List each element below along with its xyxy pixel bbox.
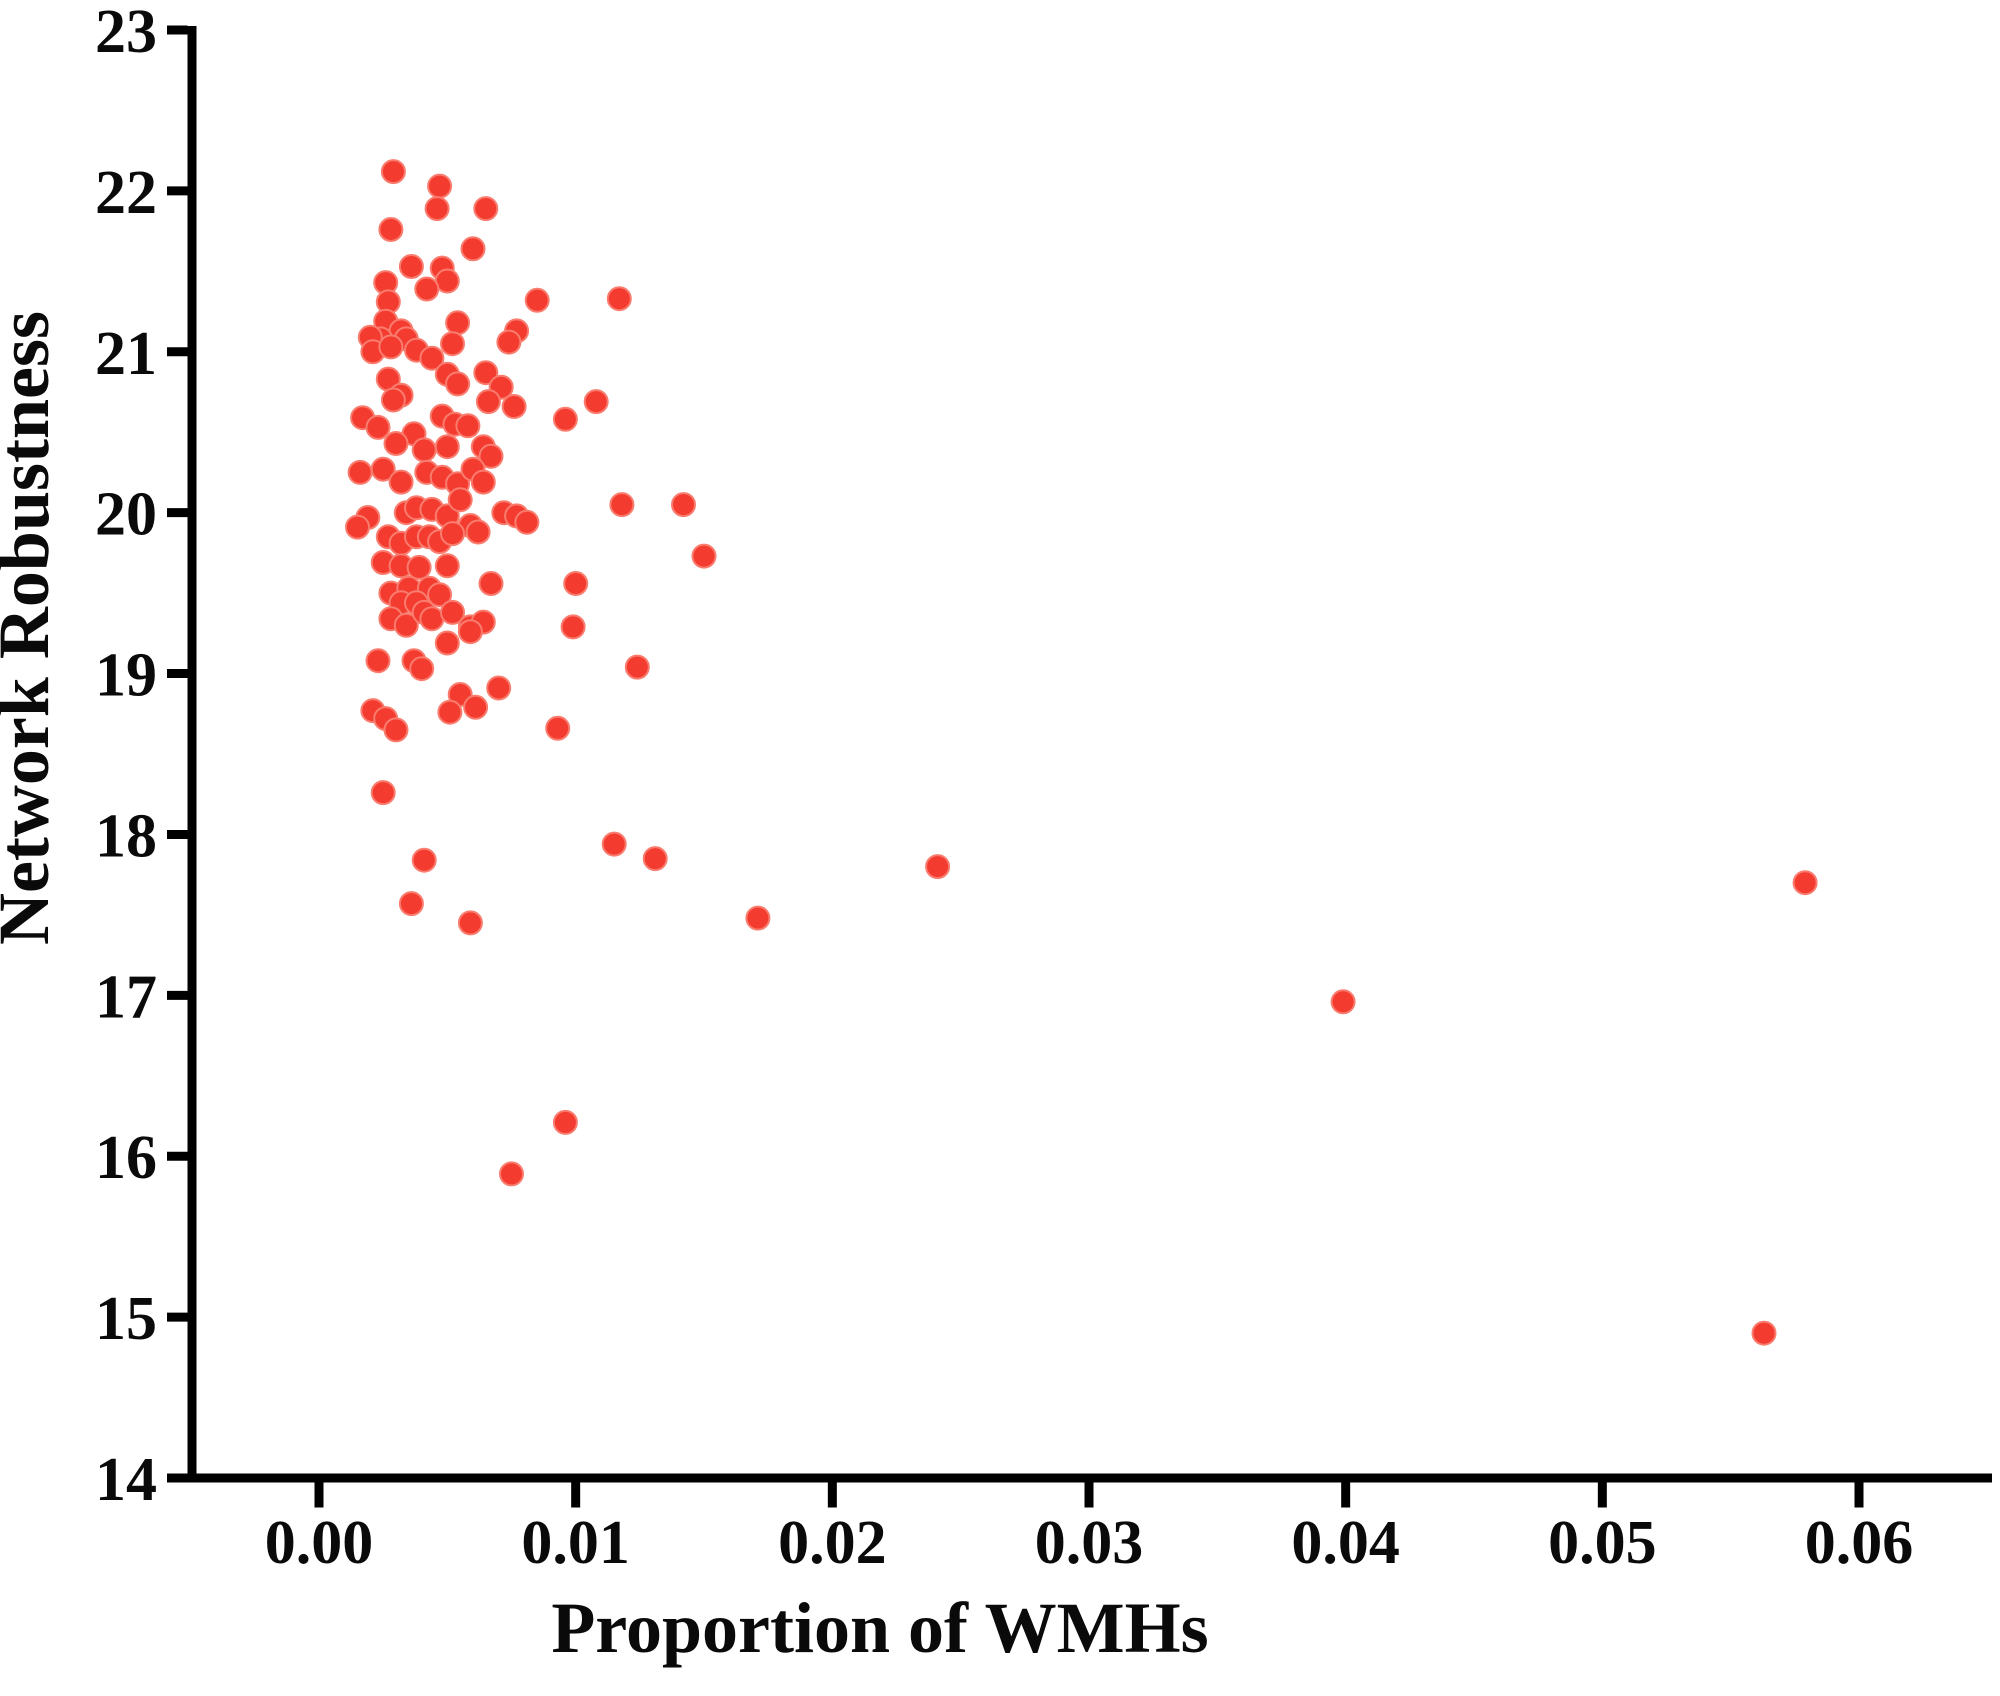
data-point (409, 656, 435, 682)
data-point (419, 345, 445, 371)
data-point (447, 487, 473, 513)
data-point (1792, 870, 1818, 896)
data-point (457, 910, 483, 936)
data-point (606, 286, 632, 312)
data-point (419, 606, 445, 632)
data-point (691, 543, 717, 569)
data-point (383, 717, 409, 743)
x-tick-label: 0.03 (1035, 1509, 1144, 1577)
data-point (406, 554, 432, 580)
data-point (473, 360, 499, 386)
data-point (380, 159, 406, 185)
data-point (440, 331, 465, 357)
data-point (1330, 989, 1356, 1015)
y-tick-label: 16 (95, 1124, 157, 1192)
data-point (545, 715, 571, 741)
data-point (552, 406, 578, 432)
data-point (478, 443, 504, 469)
data-point (434, 553, 460, 579)
data-point (486, 675, 512, 701)
y-tick-label: 14 (95, 1446, 157, 1514)
data-point (411, 437, 437, 463)
y-axis-title: Network Robustness (0, 311, 64, 945)
y-tick-label: 17 (95, 963, 157, 1031)
data-point (370, 456, 396, 482)
y-tick-label: 22 (95, 159, 157, 227)
y-tick-label: 21 (95, 320, 157, 388)
data-point (414, 276, 440, 302)
data-point (434, 434, 460, 460)
x-tick-label: 0.05 (1548, 1509, 1657, 1577)
data-point (563, 571, 589, 596)
tick-labels: 14 15 16 17 18 19 20 21 22 23 0.00 0.01 0.02 0.03 0.04… (95, 0, 1913, 1577)
x-tick-label: 0.04 (1291, 1509, 1400, 1577)
data-point (583, 389, 609, 415)
data-point (393, 612, 419, 638)
axes (187, 26, 1992, 1483)
y-tick-label: 20 (95, 481, 157, 549)
data-point (624, 654, 650, 680)
data-point (365, 648, 391, 674)
y-tick-label: 23 (95, 0, 157, 66)
data-point (501, 394, 527, 419)
data-point (434, 630, 460, 656)
data-point (457, 619, 483, 645)
data-point (671, 492, 696, 518)
data-point (470, 469, 496, 495)
data-point (427, 173, 453, 199)
data-point (383, 431, 409, 456)
data-point (427, 582, 453, 608)
data-point (465, 519, 491, 545)
data-point (445, 371, 471, 397)
y-tick-label: 18 (95, 802, 157, 870)
data-point (609, 492, 635, 518)
data-point (345, 514, 370, 540)
data-point (440, 599, 465, 625)
data-point (1751, 1320, 1777, 1346)
data-point (455, 413, 481, 439)
data-point (925, 854, 951, 880)
data-point (463, 694, 489, 720)
data-point (437, 699, 463, 725)
x-tick-label: 0.00 (265, 1509, 374, 1577)
data-point (642, 846, 668, 872)
data-point (365, 414, 391, 440)
data-point (378, 217, 404, 242)
x-tick-label: 0.06 (1805, 1509, 1914, 1577)
data-point (398, 891, 424, 917)
data-point (440, 521, 465, 547)
data-point (473, 196, 499, 222)
data-point (552, 1109, 578, 1135)
data-point (499, 1161, 524, 1187)
data-point (475, 389, 501, 415)
x-tick-label: 0.02 (778, 1509, 887, 1577)
data-point (424, 196, 450, 222)
data-point (347, 459, 373, 485)
data-point (524, 287, 550, 313)
data-point (445, 310, 471, 336)
data-point (370, 780, 396, 806)
tick-marks (167, 25, 1864, 1508)
data-point (601, 831, 627, 857)
data-point (380, 387, 406, 413)
data-point (745, 905, 771, 931)
data-point (411, 847, 437, 873)
data-point (560, 614, 586, 640)
y-tick-label: 15 (95, 1285, 157, 1353)
x-axis-title: Proportion of WMHs (551, 1588, 1208, 1668)
data-point (378, 334, 404, 360)
data-points (345, 159, 1818, 1346)
data-point (496, 329, 522, 355)
y-tick-label: 19 (95, 642, 157, 710)
data-point (460, 236, 486, 262)
x-tick-label: 0.01 (521, 1509, 630, 1577)
data-point (388, 469, 414, 495)
data-point (478, 571, 504, 596)
data-point (398, 254, 424, 279)
data-point (514, 509, 540, 535)
